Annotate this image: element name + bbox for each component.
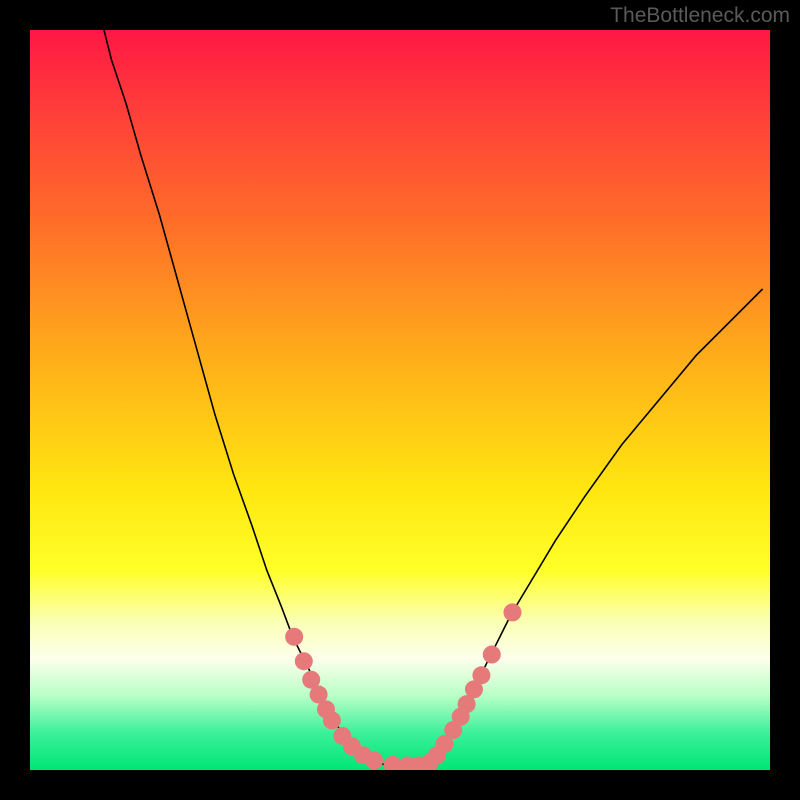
watermark-label: TheBottleneck.com <box>610 4 790 28</box>
data-dot <box>503 603 521 621</box>
plot-area <box>30 30 770 770</box>
data-dot <box>483 646 501 664</box>
chart-container: TheBottleneck.com <box>0 0 800 800</box>
data-dot <box>472 666 490 684</box>
data-dot <box>365 751 383 769</box>
data-dot <box>323 711 341 729</box>
bottleneck-chart <box>30 30 770 770</box>
data-dot <box>295 652 313 670</box>
data-dot <box>285 628 303 646</box>
